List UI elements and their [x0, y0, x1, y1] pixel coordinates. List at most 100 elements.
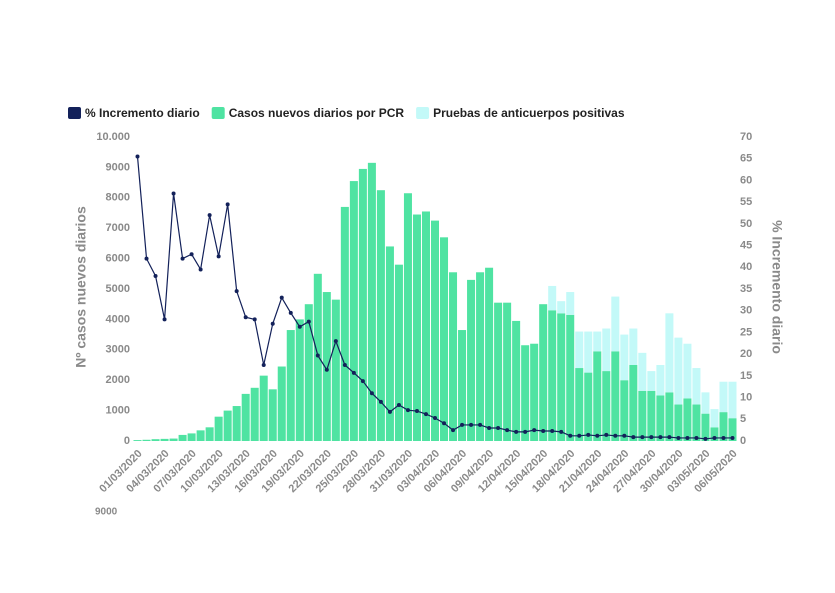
bar [548, 285, 557, 311]
line-point [216, 254, 221, 259]
bar [232, 406, 241, 441]
bar [548, 310, 557, 441]
bar [629, 365, 638, 441]
bar [692, 368, 701, 405]
bar [656, 395, 665, 441]
bar [458, 330, 467, 441]
line-point [234, 289, 239, 294]
bar [575, 331, 584, 369]
y2-tick-label: 30 [740, 305, 752, 317]
line-point [694, 435, 699, 440]
line-point [514, 429, 519, 434]
bar [692, 404, 701, 441]
line-point [649, 435, 654, 440]
line-point [414, 409, 419, 414]
bar [656, 365, 665, 396]
bar [178, 434, 187, 441]
bar [602, 328, 611, 372]
bar [629, 328, 638, 365]
bar [584, 331, 593, 373]
bar [512, 320, 521, 441]
bar [566, 314, 575, 441]
y2-tick-label: 65 [740, 153, 752, 165]
line-point [667, 435, 672, 440]
line-point [532, 428, 537, 433]
line-point [460, 422, 465, 427]
line-point [523, 429, 528, 434]
y2-tick-label: 70 [740, 131, 752, 143]
bar [602, 371, 611, 441]
line-point [604, 432, 609, 437]
line-point [451, 428, 456, 433]
line-point [442, 421, 447, 426]
bar [539, 304, 548, 441]
bar [701, 392, 710, 414]
y2-tick-label: 35 [740, 283, 752, 295]
bar [611, 296, 620, 352]
line-point [559, 429, 564, 434]
line-point [324, 367, 329, 372]
bar [376, 190, 385, 441]
y2-tick-label: 40 [740, 261, 752, 273]
bar [476, 272, 485, 441]
bar [412, 214, 421, 441]
line-point [360, 379, 365, 384]
line-point [396, 402, 401, 407]
line-point [423, 412, 428, 417]
line-point [351, 370, 356, 375]
bar [205, 427, 214, 441]
line-point [550, 429, 555, 434]
line-point [640, 435, 645, 440]
bar [638, 390, 647, 441]
bar [367, 162, 376, 441]
bar [358, 168, 367, 442]
bar [683, 343, 692, 399]
line-point [279, 295, 284, 300]
line-point [162, 317, 167, 322]
line-point [478, 422, 483, 427]
line-point [180, 256, 185, 261]
bar [710, 427, 719, 441]
line-point [252, 317, 257, 322]
bar [440, 237, 449, 441]
bar [683, 398, 692, 441]
line-point [270, 321, 275, 326]
y2-tick-label: 5 [740, 413, 746, 425]
line-point [721, 435, 726, 440]
legend-swatch [416, 107, 430, 119]
bar [575, 368, 584, 441]
y2-tick-label: 0 [740, 435, 746, 447]
bar [665, 392, 674, 441]
bar [620, 334, 629, 381]
line-point [297, 324, 302, 329]
line-point [568, 433, 573, 438]
bar [728, 418, 737, 441]
bar [277, 366, 286, 441]
y-tick-label: 7000 [106, 222, 130, 234]
line-point [703, 436, 708, 441]
bar [719, 381, 728, 413]
bar [647, 390, 656, 441]
y2-tick-label: 55 [740, 196, 752, 208]
bar [485, 267, 494, 441]
y-tick-label: 4000 [106, 313, 130, 325]
line-point [685, 435, 690, 440]
bar [557, 313, 566, 441]
y2-tick-label: 50 [740, 218, 752, 230]
bar [304, 304, 313, 441]
bar [286, 330, 295, 441]
bar [521, 345, 530, 441]
bar [566, 292, 575, 315]
bar [142, 439, 151, 441]
bar [160, 438, 169, 441]
bar [403, 193, 412, 441]
bar [665, 313, 674, 393]
bar [250, 387, 259, 441]
y2-tick-label: 45 [740, 239, 752, 251]
legend-label: Pruebas de anticuerpos positivas [433, 106, 625, 120]
line-point [369, 391, 374, 396]
y-tick-label: 8000 [106, 192, 130, 204]
y-tick-label: 1000 [106, 405, 130, 417]
bar [259, 375, 268, 441]
line-point [405, 408, 410, 413]
